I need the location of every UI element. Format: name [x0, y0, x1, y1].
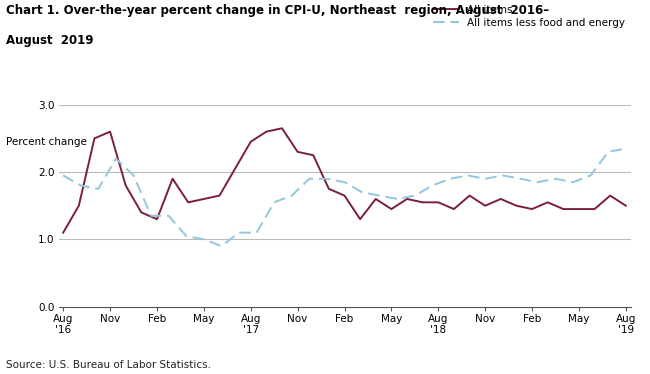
Legend: All items, All items less food and energy: All items, All items less food and energ…	[433, 5, 625, 28]
Text: Chart 1. Over-the-year percent change in CPI-U, Northeast  region, August  2016–: Chart 1. Over-the-year percent change in…	[6, 4, 550, 17]
Text: Percent change: Percent change	[6, 137, 87, 147]
Text: August  2019: August 2019	[6, 34, 94, 47]
Text: Source: U.S. Bureau of Labor Statistics.: Source: U.S. Bureau of Labor Statistics.	[6, 360, 211, 370]
